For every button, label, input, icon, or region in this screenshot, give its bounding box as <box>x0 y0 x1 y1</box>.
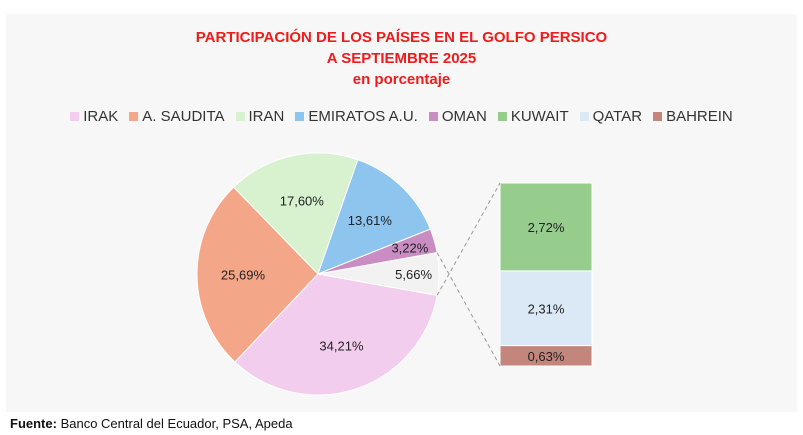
data-label: 2,31% <box>528 301 565 316</box>
legend-item: IRAN <box>235 108 285 125</box>
legend-item: OMAN <box>428 108 487 125</box>
data-label: 2,72% <box>528 220 565 235</box>
connector-line-top <box>436 182 501 296</box>
legend-label: A. SAUDITA <box>142 108 225 125</box>
data-label: 3,22% <box>391 241 428 256</box>
chart-subtitle: en porcentaje <box>352 71 451 88</box>
data-label: 25,69% <box>221 268 266 283</box>
legend-label: IRAK <box>83 108 119 125</box>
legend-label: EMIRATOS A.U. <box>308 108 418 125</box>
data-label: 34,21% <box>319 338 364 353</box>
legend-label: QATAR <box>592 108 643 125</box>
pie-slice-iran <box>233 152 359 275</box>
data-label: 13,61% <box>348 213 393 228</box>
pie-slice-a-saudita <box>196 186 319 363</box>
legend-label: KUWAIT <box>510 108 569 125</box>
legend-swatch <box>70 112 80 121</box>
legend-item: QATAR <box>579 108 643 125</box>
legend-swatch <box>235 112 245 121</box>
legend-label: IRAN <box>248 108 285 125</box>
legend-item: KUWAIT <box>497 108 569 125</box>
legend-swatch <box>129 112 139 121</box>
pie-slice-emiratos-a-u- <box>317 159 432 275</box>
legend-swatch <box>497 112 507 121</box>
bar-segment-qatar <box>499 270 593 347</box>
chart-title-line1: PARTICIPACIÓN DE LOS PAÍSES EN EL GOLFO … <box>195 29 608 46</box>
data-label: 0,63% <box>528 349 565 364</box>
data-label: 5,66% <box>395 267 432 282</box>
legend-item: IRAK <box>70 108 118 125</box>
legend-swatch <box>428 112 438 121</box>
legend-item: A. SAUDITA <box>129 108 225 125</box>
legend-item: EMIRATOS A.U. <box>295 108 418 125</box>
source-text: Banco Central del Ecuador, PSA, Apeda <box>56 416 293 431</box>
connector-line-bottom <box>436 252 501 367</box>
legend-label: BAHREIN <box>666 108 733 125</box>
chart-title-line2: A SEPTIEMBRE 2025 <box>326 50 477 67</box>
source-label: Fuente: <box>10 416 57 431</box>
pie-slice-irak <box>234 273 438 396</box>
legend-item: BAHREIN <box>653 108 733 125</box>
legend-swatch <box>295 112 305 121</box>
bar-segment-bahrein <box>499 345 593 367</box>
bar-segment-kuwait <box>499 182 593 272</box>
legend-swatch <box>653 112 663 121</box>
legend: IRAK A. SAUDITA IRAN EMIRATOS A.U. OMAN KUWAI… <box>0 108 803 125</box>
legend-swatch <box>579 112 589 121</box>
data-label: 17,60% <box>280 194 325 209</box>
legend-label: OMAN <box>441 108 487 125</box>
source-note: Fuente: Banco Central del Ecuador, PSA, … <box>10 416 293 431</box>
